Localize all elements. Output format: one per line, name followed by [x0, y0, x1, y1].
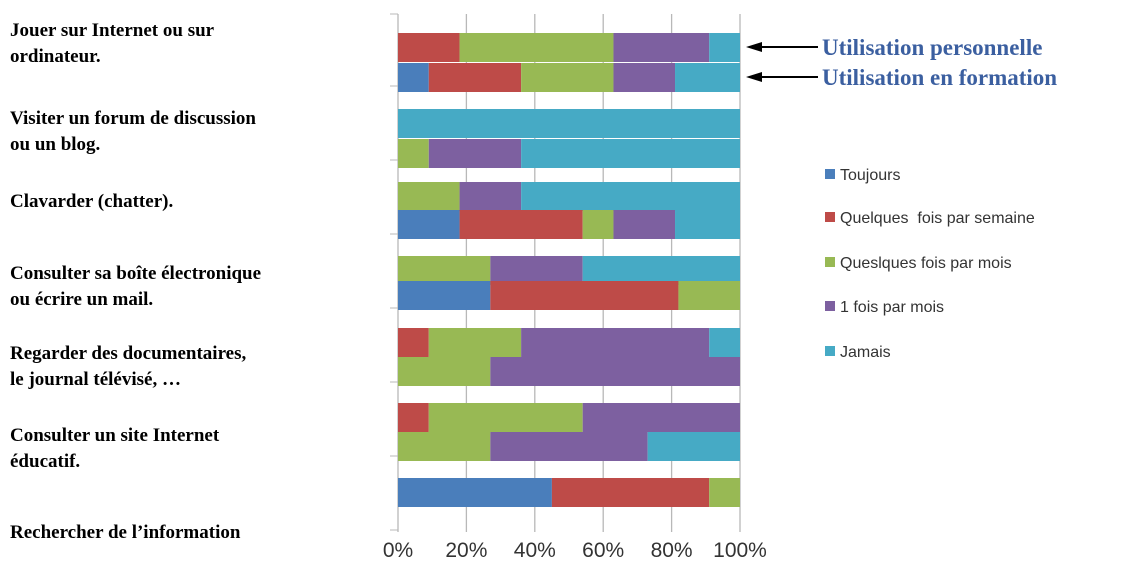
legend-swatch	[825, 169, 835, 179]
x-tick-label: 60%	[582, 539, 624, 562]
category-label: Consulter sa boîte électronique ou écrire…	[10, 261, 370, 313]
bar-segment-toujours	[398, 281, 491, 310]
category-label-line: Consulter sa boîte électronique	[10, 263, 262, 284]
category-label-line: éducatif.	[10, 451, 81, 472]
legend-label: Toujours	[840, 167, 900, 184]
bar-segment-queslques-fois-par-mois	[582, 210, 614, 239]
bar-segment-1-fois-par-mois	[490, 256, 583, 285]
bar-segment-queslques-fois-par-mois	[398, 256, 491, 285]
category-label-line: Jouer sur Internet ou sur	[10, 20, 215, 41]
bar-segment-queslques-fois-par-mois	[428, 403, 583, 432]
bar-segment-jamais	[398, 109, 740, 138]
bar-segment-quelques-fois-par-semaine	[398, 403, 429, 432]
bar-segment-1-fois-par-mois	[521, 328, 710, 357]
category-label: Consulter un site Internet éducatif.	[10, 423, 370, 475]
annotation-label: Utilisation personnelle	[822, 35, 1042, 60]
activity-labels: Jouer sur Internet ou sur ordinateur. Visi…	[0, 0, 380, 564]
legend-label: Queslques fois par mois	[840, 255, 1012, 272]
x-tick-label: 0%	[383, 539, 413, 562]
bar-segment-jamais	[709, 328, 740, 357]
bar-segment-quelques-fois-par-semaine	[551, 478, 710, 507]
category-label: Clavarder (chatter).	[10, 189, 370, 215]
bar-segment-1-fois-par-mois	[613, 210, 676, 239]
x-tick-label: 40%	[514, 539, 556, 562]
bar-segment-toujours	[398, 210, 460, 239]
bar-segment-toujours	[398, 63, 429, 92]
category-label-line: ordinateur.	[10, 46, 101, 67]
bar-segment-jamais	[675, 63, 740, 92]
bar-segment-quelques-fois-par-semaine	[490, 281, 679, 310]
legend-swatch	[825, 346, 835, 356]
category-label: Rechercher de l’information	[10, 520, 370, 546]
x-axis-ticks: 0% 20% 40% 60% 80% 100%	[383, 539, 767, 562]
annotation-arrow-head	[746, 72, 762, 82]
bar-segment-queslques-fois-par-mois	[459, 33, 614, 62]
legend-label: Jamais	[840, 344, 891, 361]
x-tick-label: 80%	[651, 539, 693, 562]
x-tick-label: 100%	[713, 539, 767, 562]
bar-segment-queslques-fois-par-mois	[398, 182, 460, 211]
bar-segment-queslques-fois-par-mois	[398, 432, 491, 461]
category-label-line: le journal télévisé, …	[10, 369, 181, 390]
bars	[398, 33, 740, 507]
bar-segment-toujours	[398, 478, 552, 507]
x-tick-label: 20%	[445, 539, 487, 562]
bar-segment-queslques-fois-par-mois	[709, 478, 740, 507]
bar-segment-queslques-fois-par-mois	[398, 357, 491, 386]
category-label: Visiter un forum de discussion ou un blog…	[10, 106, 370, 158]
bar-segment-1-fois-par-mois	[490, 432, 648, 461]
bar-segment-1-fois-par-mois	[490, 357, 740, 386]
legend-swatch	[825, 212, 835, 222]
legend-swatch	[825, 257, 835, 267]
category-label-line: Rechercher de l’information	[10, 522, 241, 543]
category-label-line: Visiter un forum de discussion	[10, 108, 256, 129]
category-label: Jouer sur Internet ou sur ordinateur.	[10, 18, 370, 70]
bar-segment-jamais	[582, 256, 740, 285]
bar-segment-queslques-fois-par-mois	[678, 281, 740, 310]
bar-segment-jamais	[709, 33, 740, 62]
category-label-line: Clavarder (chatter).	[10, 191, 174, 212]
bar-segment-quelques-fois-par-semaine	[459, 210, 583, 239]
annotation-label: Utilisation en formation	[822, 65, 1057, 90]
bar-segment-1-fois-par-mois	[613, 63, 676, 92]
category-label-line: ou un blog.	[10, 134, 101, 155]
bar-segment-queslques-fois-par-mois	[398, 139, 429, 168]
category-label-line: ou écrire un mail.	[10, 289, 154, 310]
category-label: Regarder des documentaires, le journal té…	[10, 341, 370, 393]
bar-segment-1-fois-par-mois	[428, 139, 522, 168]
bar-segment-jamais	[675, 210, 740, 239]
category-label-line: Regarder des documentaires,	[10, 343, 247, 364]
bar-segment-1-fois-par-mois	[582, 403, 740, 432]
legend-swatch	[825, 301, 835, 311]
legend-label: 1 fois par mois	[840, 299, 944, 316]
annotation-arrow-head	[746, 42, 762, 52]
bar-segment-quelques-fois-par-semaine	[398, 33, 460, 62]
bar-segment-jamais	[521, 182, 740, 211]
bar-segment-jamais	[647, 432, 740, 461]
bar-segment-queslques-fois-par-mois	[428, 328, 522, 357]
annotations: Utilisation personnelle Utilisation en fo…	[746, 35, 1057, 90]
legend: Toujours Quelques fois par semaine Queslqu…	[825, 167, 1035, 361]
category-label-line: Consulter un site Internet	[10, 425, 220, 446]
legend-label: Quelques fois par semaine	[840, 210, 1035, 227]
bar-segment-quelques-fois-par-semaine	[398, 328, 429, 357]
bar-segment-1-fois-par-mois	[459, 182, 522, 211]
bar-segment-queslques-fois-par-mois	[521, 63, 614, 92]
bar-segment-jamais	[521, 139, 740, 168]
bar-segment-quelques-fois-par-semaine	[428, 63, 522, 92]
bar-segment-1-fois-par-mois	[613, 33, 710, 62]
